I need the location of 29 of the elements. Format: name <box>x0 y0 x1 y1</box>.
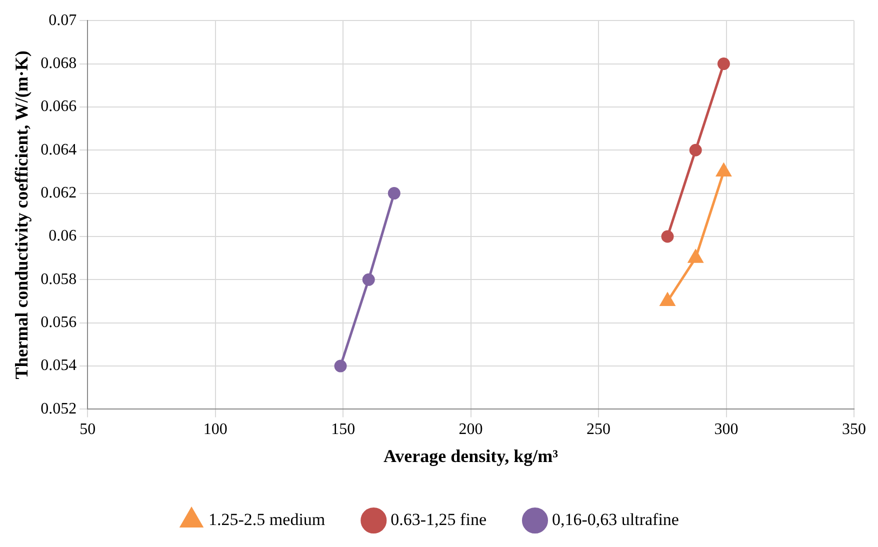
x-axis-title: Average density, kg/m³ <box>384 446 559 466</box>
y-tick-label: 0.056 <box>40 314 77 332</box>
y-tick-label: 0.062 <box>40 184 77 202</box>
y-tick-label: 0.068 <box>40 54 77 72</box>
y-tick-label: 0.066 <box>40 98 77 116</box>
legend-label: 0.63-1,25 fine <box>390 510 486 529</box>
x-tick-label: 350 <box>842 421 866 438</box>
y-tick-label: 0.064 <box>40 141 77 158</box>
y-tick-label: 0.054 <box>40 357 77 374</box>
y-axis-title: Thermal conductivity coefficient, W/(m·K) <box>11 50 32 380</box>
point <box>388 187 400 200</box>
legend-label: 1.25-2.5 medium <box>208 510 326 529</box>
y-tick-label: 0.06 <box>48 228 77 245</box>
point <box>661 230 674 243</box>
x-tick-label: 250 <box>586 421 611 438</box>
x-tick-label: 50 <box>80 421 96 438</box>
y-tick-label: 0.052 <box>40 400 77 418</box>
legend-label: 0,16-0,63 ultrafine <box>552 510 679 529</box>
y-tick-label: 0.07 <box>48 12 77 29</box>
x-tick-label: 100 <box>203 421 228 438</box>
point <box>334 360 347 372</box>
y-tick-label: 0.058 <box>40 270 77 288</box>
point <box>660 293 675 306</box>
x-tick-label: 200 <box>458 421 483 438</box>
point <box>362 273 375 286</box>
x-tick-label: 150 <box>331 421 356 438</box>
point <box>689 144 702 156</box>
x-tick-label: 300 <box>714 421 738 438</box>
point <box>717 58 730 70</box>
